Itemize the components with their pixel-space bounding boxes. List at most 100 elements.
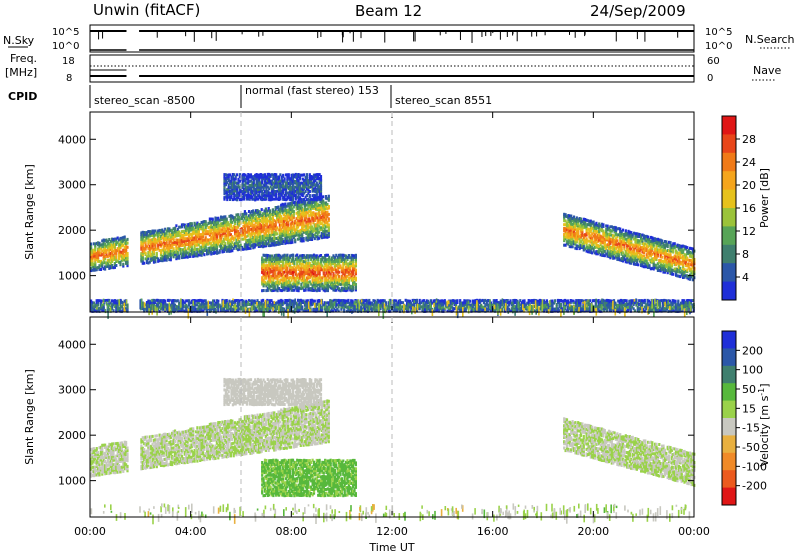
echo-cell [252, 244, 255, 247]
echo-cell [173, 234, 177, 238]
echo-cell [306, 222, 309, 226]
echo-cell [267, 229, 270, 233]
echo-cell [118, 253, 121, 257]
echo-cell [187, 238, 191, 242]
echo-cell [315, 216, 318, 220]
echo-cell [262, 234, 265, 238]
echo-cell [308, 219, 311, 223]
echo-cell [166, 250, 170, 254]
echo-cell [236, 229, 239, 233]
echo-cell [175, 249, 178, 253]
echo-cell [199, 235, 202, 239]
echo-cell [141, 235, 144, 239]
echo-cell [161, 257, 164, 261]
echo-cell [224, 241, 227, 245]
echo-cell [162, 249, 165, 252]
echo-cell [171, 243, 174, 247]
echo-cell [231, 249, 234, 253]
echo-cell [151, 238, 154, 242]
echo-cell [140, 237, 143, 241]
echo-cell [252, 240, 255, 244]
echo-cell [199, 233, 202, 237]
echo-cell [204, 241, 207, 244]
echo-cell [259, 236, 262, 240]
echo-cell [273, 230, 276, 234]
echo-cell [214, 235, 217, 239]
echo-cell [252, 231, 255, 235]
echo-cell [319, 220, 322, 224]
echo-cell [236, 238, 239, 242]
echo-cell [287, 226, 290, 230]
echo-cell [168, 249, 171, 253]
echo-cell [302, 237, 305, 240]
echo-cell [126, 241, 129, 245]
echo-cell [159, 257, 163, 261]
echo-cell [151, 231, 154, 235]
echo-cell [305, 236, 308, 240]
echo-cell [218, 236, 221, 240]
echo-cell [204, 238, 207, 242]
echo-cell [150, 230, 153, 234]
echo-cell [250, 221, 253, 225]
echo-cell [317, 214, 321, 218]
echo-cell [246, 216, 249, 220]
echo-cell [273, 241, 276, 245]
freq-unit-label: [MHz] [5, 66, 37, 79]
echo-cell [277, 220, 280, 224]
echo-cell [99, 268, 102, 271]
echo-cell [152, 260, 156, 264]
echo-cell [108, 252, 111, 256]
echo-cell [152, 242, 156, 246]
echo-cell [271, 232, 274, 236]
echo-cell [222, 226, 225, 230]
echo-cell [273, 212, 276, 216]
echo-cell [105, 250, 108, 254]
echo-cell [215, 220, 218, 224]
echo-cell [303, 210, 307, 214]
echo-cell [312, 206, 315, 210]
echo-cell [282, 221, 286, 225]
echo-cell [214, 243, 217, 247]
echo-cell [287, 241, 290, 245]
echo-cell [252, 229, 255, 233]
echo-cell [161, 236, 164, 240]
echo-cell [197, 253, 200, 257]
echo-cell [204, 242, 207, 246]
echo-cell [317, 218, 321, 222]
echo-cell [204, 224, 207, 228]
echo-cell [255, 231, 258, 235]
echo-cell [308, 217, 311, 221]
echo-cell [193, 248, 196, 251]
echo-cell [262, 241, 265, 244]
echo-cell [144, 257, 147, 261]
echo-cell [263, 211, 266, 215]
echo-cell [94, 266, 97, 270]
echo-cell [260, 237, 263, 241]
echo-cell [192, 251, 195, 254]
echo-cell [175, 252, 178, 256]
echo-cell [152, 252, 156, 256]
echo-cell [161, 242, 164, 246]
echo-cell [115, 249, 118, 252]
echo-cell [125, 239, 128, 243]
echo-cell [274, 209, 277, 213]
echo-cell [204, 225, 207, 229]
echo-cell [243, 233, 246, 237]
echo-cell [183, 225, 186, 229]
echo-cell [316, 202, 319, 206]
echo-cell [241, 247, 244, 251]
echo-cell [249, 246, 252, 250]
echo-cell [280, 234, 283, 238]
echo-cell [154, 239, 157, 243]
echo-cell [262, 236, 265, 240]
echo-cell [112, 241, 115, 245]
echo-cell [296, 215, 300, 219]
echo-cell [220, 242, 223, 246]
echo-cell [232, 243, 235, 247]
echo-cell [158, 239, 161, 243]
echo-cell [168, 233, 171, 237]
echo-cell [168, 252, 171, 256]
echo-cell [241, 233, 244, 237]
echo-cell [109, 262, 112, 265]
echo-cell [338, 274, 341, 278]
